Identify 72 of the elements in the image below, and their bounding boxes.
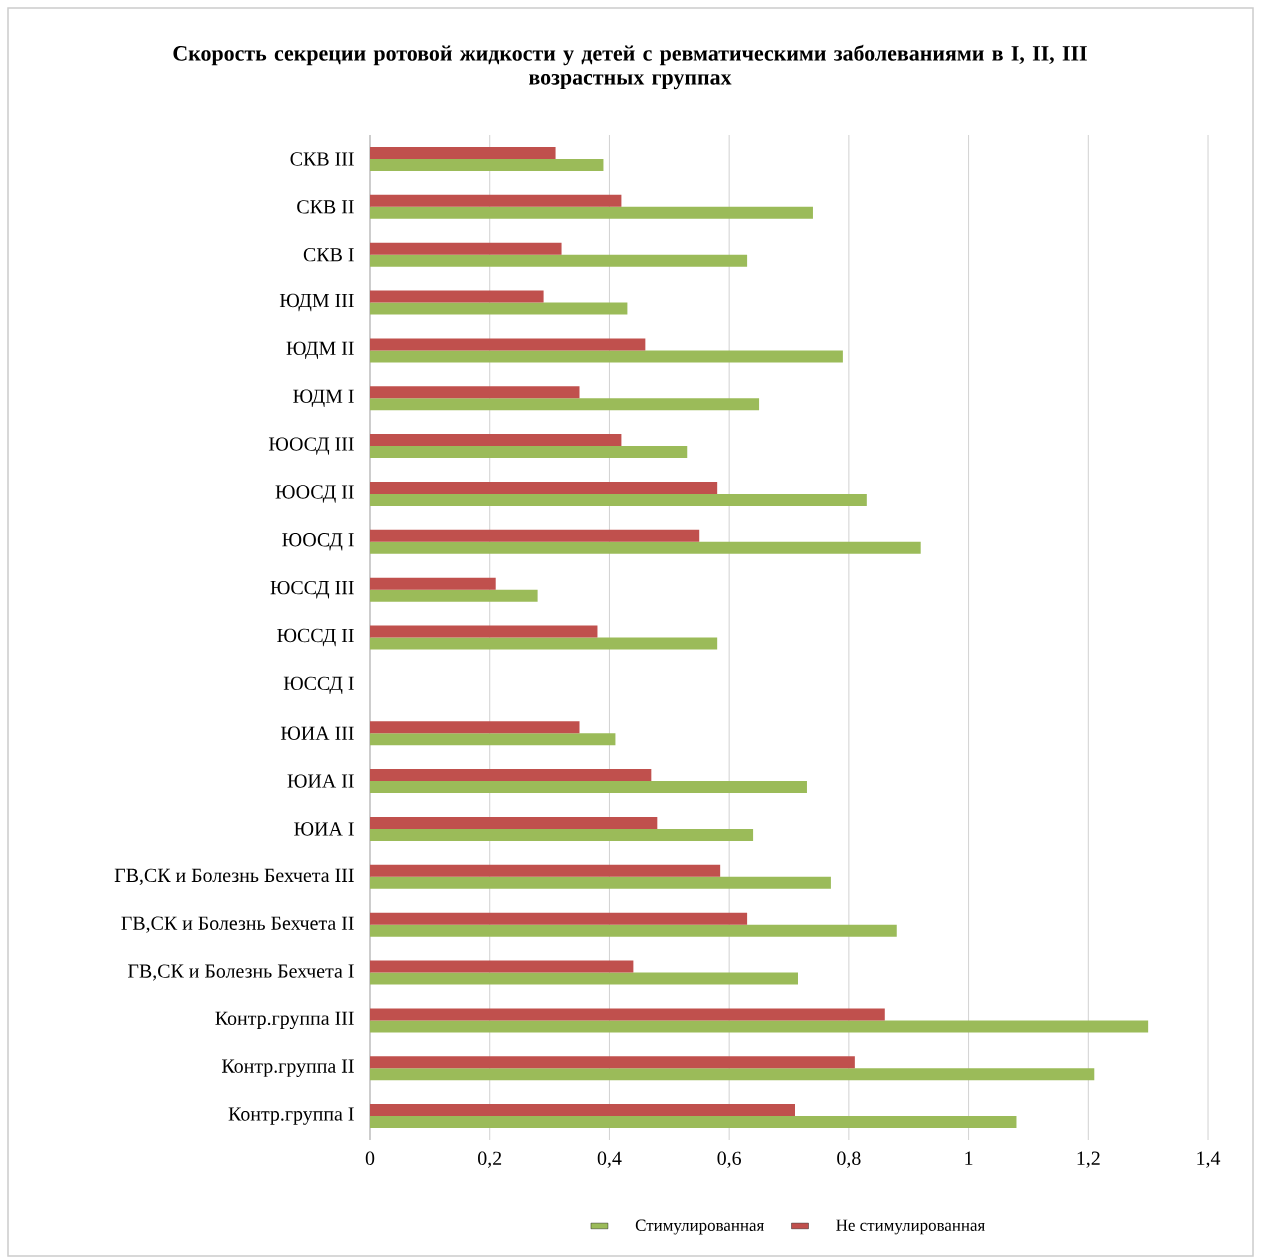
bar [370, 146, 556, 159]
bar [370, 242, 562, 255]
bar [370, 493, 867, 506]
x-tick-label: 0 [365, 1151, 375, 1165]
bar [370, 290, 544, 303]
bar [370, 733, 616, 746]
bar [370, 972, 798, 985]
bar [370, 158, 604, 171]
y-tick-label: СКВ III [290, 152, 354, 166]
bar [370, 338, 646, 351]
bar [370, 398, 760, 411]
y-tick-label: Контр.группа III [215, 1011, 354, 1030]
bar [370, 302, 628, 315]
y-tick-label: ЮССД I [283, 676, 354, 695]
bar [370, 577, 496, 590]
x-tick-label: 1,4 [1197, 1151, 1221, 1168]
y-tick-label: ЮДМ III [279, 293, 354, 312]
bar [370, 589, 538, 602]
bar [370, 446, 688, 459]
y-tick-label: ЮССД III [270, 580, 354, 599]
y-tick-label: СКВ I [303, 247, 354, 262]
bar [370, 924, 897, 937]
x-tick-label: 0,8 [837, 1151, 861, 1168]
bar [370, 434, 622, 447]
y-tick-label: ЮОСД III [268, 437, 354, 455]
x-tick-label: 1,2 [1077, 1151, 1100, 1168]
chart-title: Скорость секреции ротовой жидкости у детей с ревматическими заболеваниями в I, II, III возрастных группах [173, 44, 1087, 90]
y-tick-label: ГВ,СК и Болезнь Бехчета I [128, 964, 354, 981]
bar [370, 637, 718, 650]
x-tick-label: 0,2 [478, 1151, 502, 1168]
bar [370, 781, 807, 794]
bar [370, 194, 622, 207]
x-tick-label: 0,4 [597, 1151, 622, 1168]
bar [370, 960, 634, 973]
bar [370, 876, 831, 889]
y-tick-label: ЮИА II [287, 774, 354, 788]
bar [370, 816, 658, 829]
bar [370, 1116, 1017, 1129]
bar [370, 1056, 855, 1069]
y-tick-label: ЮИА III [280, 726, 354, 740]
bar [370, 864, 721, 877]
y-tick-label: ЮОСД II [275, 485, 354, 503]
bar [370, 912, 748, 925]
bar [370, 529, 700, 542]
x-tick-label: 0,6 [717, 1151, 742, 1168]
y-tick-label: ЮДМ II [286, 341, 354, 360]
bar [370, 386, 580, 399]
bar [370, 541, 921, 554]
bar [370, 1020, 1149, 1033]
bar [370, 254, 748, 267]
y-tick-label: СКВ II [297, 200, 354, 214]
y-tick-label: ЮОСД I [282, 533, 354, 551]
y-tick-label: ЮИА I [294, 822, 354, 836]
bar [370, 1008, 885, 1021]
bar [370, 769, 652, 782]
bar [370, 828, 754, 841]
y-tick-label: ЮССД II [277, 628, 354, 647]
x-tick-label: 1 [965, 1151, 973, 1165]
y-tick-label: Контр.группа II [221, 1059, 354, 1077]
bar [370, 481, 718, 494]
y-tick-label: Контр.группа I [228, 1107, 354, 1125]
bar [370, 721, 580, 734]
bar [370, 350, 843, 363]
y-tick-label: ЮДМ I [293, 389, 354, 407]
legend-label: Стимулированная [635, 1219, 764, 1235]
bar [370, 1104, 795, 1117]
bar [370, 625, 598, 638]
y-tick-label: ГВ,СК и Болезнь Бехчета III [114, 868, 354, 885]
bar [370, 1068, 1095, 1081]
y-tick-label: ГВ,СК и Болезнь Бехчета II [121, 916, 354, 933]
legend-label: Не стимулированная [836, 1219, 985, 1235]
bar [370, 206, 813, 219]
